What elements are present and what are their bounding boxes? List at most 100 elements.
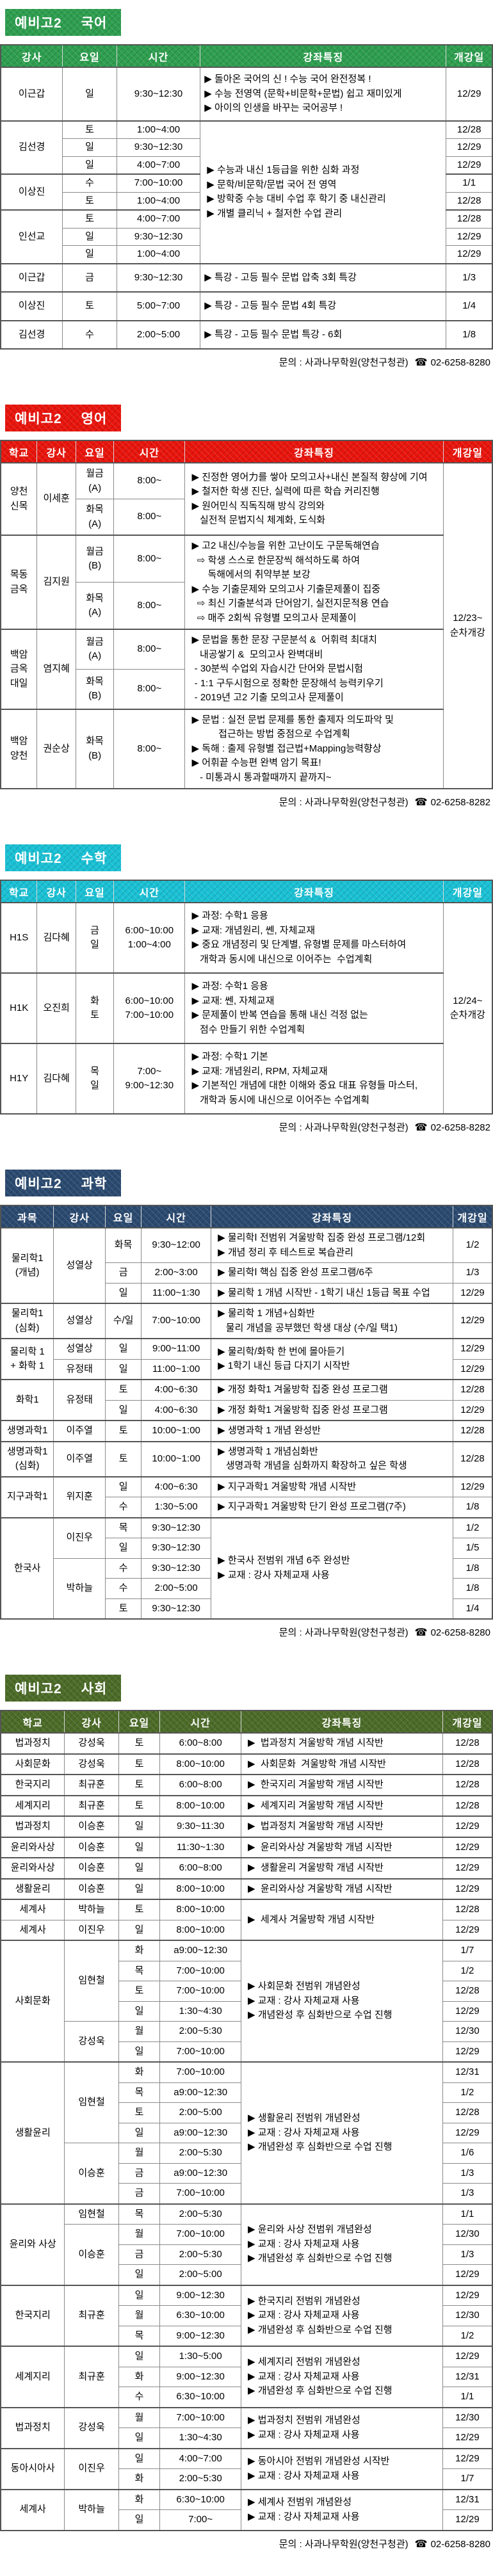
subject-label: 영어 xyxy=(81,412,108,426)
teacher-cell: 임현철 xyxy=(64,2203,119,2225)
day-cell: 토 xyxy=(105,1420,142,1442)
start-date-cell: 1/1 xyxy=(442,2203,493,2225)
subject-cell: 화학1 xyxy=(0,1379,54,1421)
start-date-cell: 12/31 xyxy=(442,2366,493,2387)
day-cell: 일 xyxy=(118,1815,161,1837)
subject-cell: 세계사 xyxy=(0,1899,65,1920)
start-date-cell: 12/29 xyxy=(442,2346,493,2367)
start-date-cell: 12/29 xyxy=(453,1476,493,1497)
day-cell: 금 xyxy=(62,262,117,293)
table-row: 화목 (A) 8:00~ xyxy=(1,582,492,630)
start-date-cell: 1/2 xyxy=(453,1227,493,1263)
features-cell: ▶ 한국지리 전범위 개념완성 ▶ 교재 : 강사 자체교재 사용 ▶ 개념완성… xyxy=(241,2284,443,2347)
day-cell: 일 xyxy=(105,1538,142,1559)
start-date-cell: 12/28 xyxy=(453,1440,493,1477)
start-date-cell: 12/28 xyxy=(446,209,493,229)
column-header: 시간 xyxy=(141,1205,211,1228)
table-row: 김선경 토 1:00~4:00 ▶ 수능과 내신 1등급을 위한 심화 과정 ▶ 문학… xyxy=(0,120,493,264)
teacher-cell: 성열상 xyxy=(53,1227,106,1304)
start-date-cell: 12/29 xyxy=(442,1857,493,1879)
time-cell: 8:00~10:00 xyxy=(159,1878,242,1900)
table-row: 화목 (B) 8:00~ xyxy=(1,668,492,710)
table-row: 일 11:00~1:30 ▶ 물리학 1 개념 시작반 - 1학기 내신 1등급 목… xyxy=(1,1282,493,1304)
day-cell: 토 xyxy=(62,291,117,321)
subject-cell: 생명과학1 (심화) xyxy=(0,1440,54,1477)
section-eng: 예비고2 영어 학교 강사 요일 시간 강좌특징 개강일 양천 신목 이세훈 월금 (A) 8:00~… xyxy=(0,405,493,809)
start-date-cell: 12/28 xyxy=(442,1774,493,1796)
teacher-cell: 최규훈 xyxy=(64,2346,119,2408)
subject-cell: 세계지리 xyxy=(0,1794,65,1817)
time-cell: 6:00~8:00 xyxy=(159,1774,242,1796)
grade-label: 예비고2 xyxy=(15,412,62,426)
time-cell: 9:30~12:30 xyxy=(141,1538,212,1559)
time-cell: 2:00~5:30 xyxy=(159,2468,242,2490)
teacher-cell: 오진희 xyxy=(36,972,76,1044)
time-cell: 10:00~1:00 xyxy=(141,1420,212,1442)
features-cell: ▶ 문법 : 실전 문법 문제를 통한 출제자 의도파악 및 접근하는 방법 중… xyxy=(184,708,444,789)
subject-cell: H1S xyxy=(0,902,38,974)
subject-label: 수학 xyxy=(81,851,108,866)
start-date-cell: 1/8 xyxy=(446,319,493,350)
time-cell: 2:00~5:30 xyxy=(159,2244,242,2265)
time-cell: 8:00~ xyxy=(113,535,186,583)
features-cell: ▶ 한국지리 겨울방학 개념 시작반 xyxy=(241,1774,443,1796)
subject-cell: 생활윤리 xyxy=(0,1878,65,1900)
time-cell: 9:30~11:30 xyxy=(159,1815,242,1837)
contact-footer: 문의 : 사과나무학원(양천구청관) ☎ 02-6258-8280 xyxy=(0,355,490,369)
column-header: 강사 xyxy=(1,45,63,68)
start-date-cell: 1/6 xyxy=(442,2143,493,2164)
day-cell: 금 xyxy=(118,2244,161,2265)
start-date-cell: 12/29 xyxy=(442,1815,493,1837)
phone-number: 02-6258-8282 xyxy=(430,797,490,808)
day-cell: 토 xyxy=(118,1774,161,1796)
teacher-cell: 김선경 xyxy=(0,319,63,350)
grade-label: 예비고2 xyxy=(15,16,62,31)
start-date-cell: 12/29 xyxy=(442,2041,493,2063)
time-cell: 6:30~10:00 xyxy=(159,2387,242,2408)
subject-label: 국어 xyxy=(81,16,108,31)
column-header: 학교 xyxy=(1,440,37,463)
day-cell: 일 xyxy=(62,245,117,264)
table-row: 인선교 토 4:00~7:00 12/28 xyxy=(0,209,493,264)
table-row: 일 9:30~12:30 12/29 xyxy=(1,227,493,246)
subject-cell: 법과정치 xyxy=(0,1732,65,1754)
start-date-cell: 1/4 xyxy=(453,1598,493,1620)
teacher-cell: 이승훈 xyxy=(64,1857,119,1879)
column-header: 요일 xyxy=(105,1205,141,1228)
subject-label: 과학 xyxy=(81,1177,108,1191)
time-cell: 11:00~1:00 xyxy=(141,1358,212,1380)
grade-label: 예비고2 xyxy=(15,851,62,866)
start-date-cell: 12/29 xyxy=(442,2264,493,2285)
column-header: 강사 xyxy=(36,880,76,903)
start-date-cell: 12/23~ 순차개강 xyxy=(442,462,493,789)
time-cell: 6:30~10:00 xyxy=(159,2488,242,2510)
table-row: H1Y 김다혜 목 일 7:00~ 9:00~12:30 ▶ 과정: 수학1 기본 ▶ … xyxy=(0,1043,492,1115)
time-cell: 11:30~1:30 xyxy=(159,1836,242,1858)
column-header: 강좌특징 xyxy=(200,45,446,68)
day-cell: 일 xyxy=(118,2447,161,2469)
features-cell: ▶ 수능과 내신 1등급을 위한 심화 과정 ▶ 문학/비문학/문법 국어 전 … xyxy=(200,120,447,264)
column-header: 시간 xyxy=(113,440,185,463)
table-row: 이근갑 일 9:30~12:30 ▶ 돌아온 국어의 신 ! 수능 국어 완전정복 !… xyxy=(0,67,493,121)
day-cell: 수 xyxy=(118,2387,161,2408)
schedule-table-eng: 학교 강사 요일 시간 강좌특징 개강일 양천 신목 이세훈 월금 (A) 8:00~ ▶ 진정한 … xyxy=(0,440,493,789)
features-cell: ▶ 윤리와사상 겨울방학 개념 시작반 xyxy=(241,1836,443,1858)
day-cell: 토 xyxy=(118,1981,161,2002)
table-row: 백암 양천 권순상 화목 (B) 8:00~ ▶ 문법 : 실전 문법 문제를 통한 출… xyxy=(0,708,492,789)
start-date-cell: 1/1 xyxy=(442,2387,493,2408)
table-row: 물리학1 (개념) 성열상 화목 9:30~12:00 ▶ 물리학Ⅰ 전범위 겨울방학 … xyxy=(0,1227,493,1304)
start-date-cell: 1/2 xyxy=(442,1960,493,1981)
subject-cell: 생활윤리 xyxy=(0,2061,65,2204)
time-cell: 9:00~12:30 xyxy=(159,2325,242,2347)
subject-cell: 법과정치 xyxy=(0,1815,65,1837)
time-cell: 7:00~ 9:00~12:30 xyxy=(113,1043,186,1115)
table-row: 세계지리 최규훈 토 8:00~10:00 ▶ 세계지리 겨울방학 개념 시작반 12/2… xyxy=(0,1794,493,1817)
day-cell: 화목 xyxy=(105,1227,142,1263)
table-row: 유정태 일 11:00~1:00 12/29 xyxy=(1,1358,493,1380)
time-cell: 2:00~5:00 xyxy=(159,2264,242,2285)
features-cell: ▶ 개정 화학1 겨울방학 집중 완성 프로그램 xyxy=(211,1379,454,1401)
day-cell: 월금 (A) xyxy=(75,628,115,670)
features-cell: ▶ 특강 - 고등 필수 문법 특강 - 6회 xyxy=(200,319,447,350)
day-cell: 토 xyxy=(118,1899,161,1920)
day-cell: 일 xyxy=(62,227,117,246)
